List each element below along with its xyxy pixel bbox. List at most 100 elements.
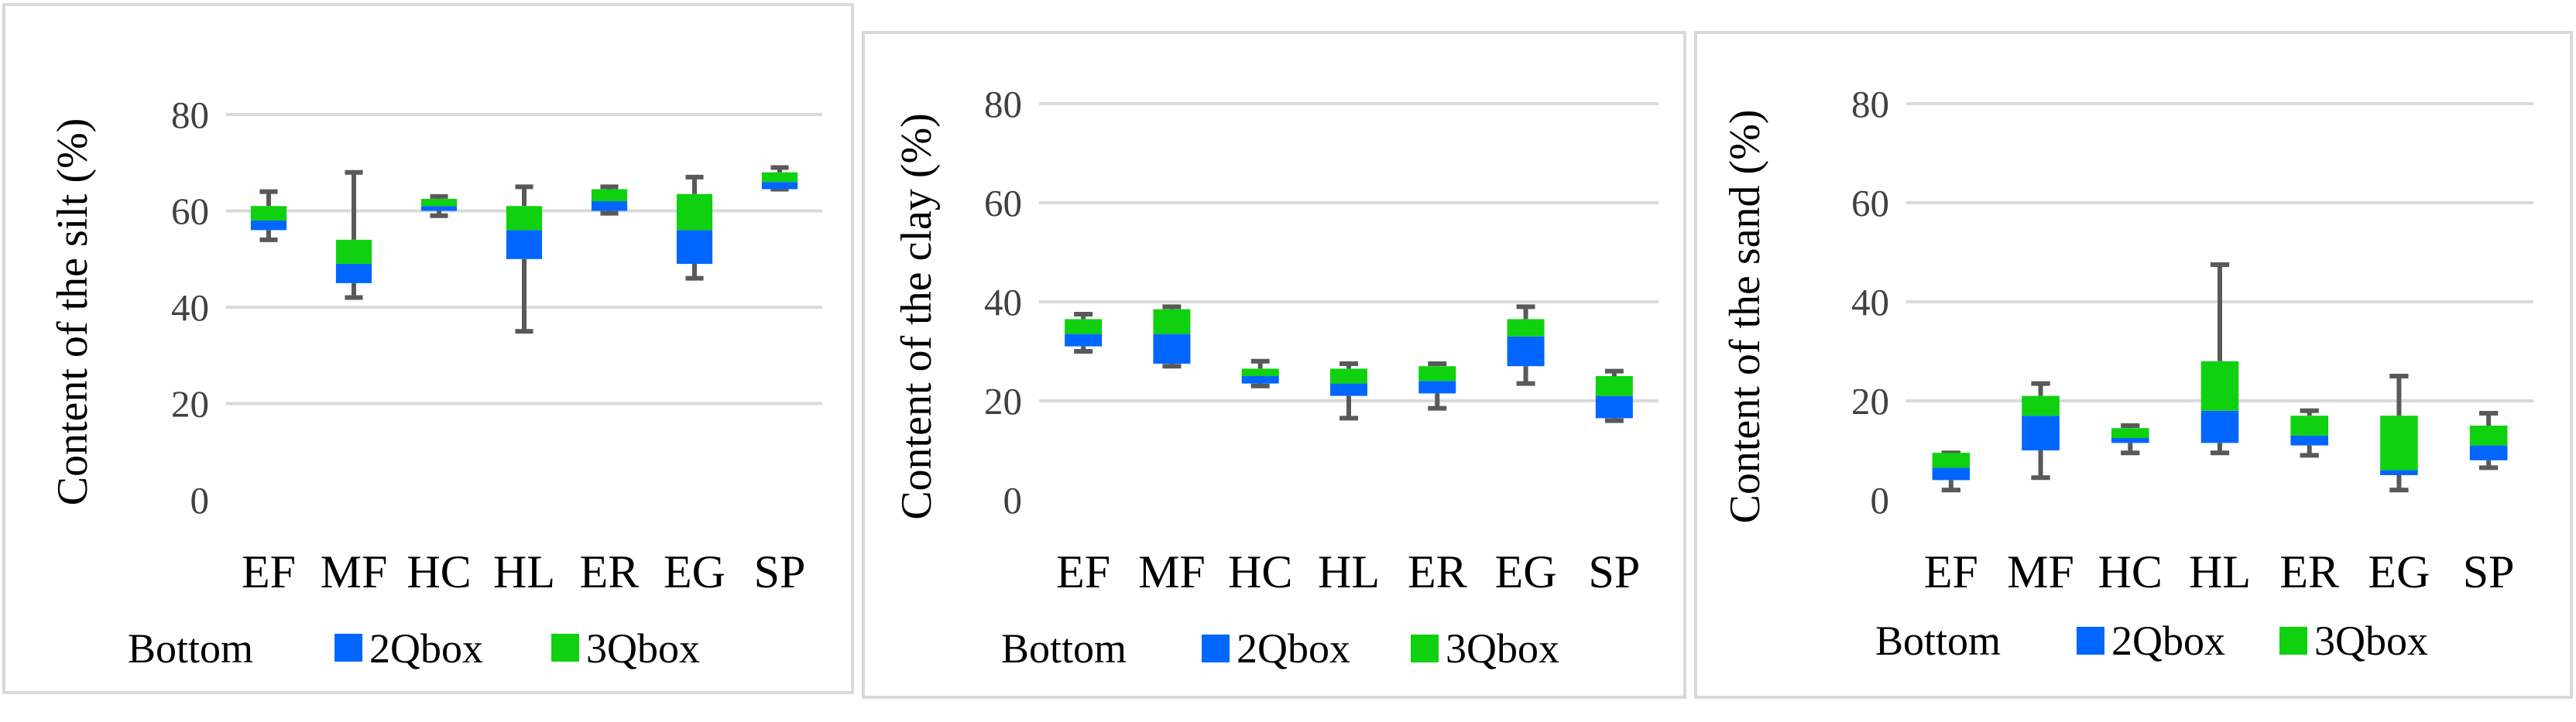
box-2qbox — [1932, 467, 1971, 481]
y-axis-label-sand: Content of the sand (%) — [1721, 110, 1769, 524]
x-category-label: ER — [2279, 546, 2339, 597]
box-3qbox — [2111, 428, 2149, 438]
box-3qbox — [1241, 368, 1279, 376]
x-category-label: HL — [493, 546, 555, 597]
legend-label-3qbox: 3Qbox — [2314, 618, 2428, 664]
box-2qbox — [1595, 395, 1633, 419]
box-2qbox — [1153, 334, 1191, 364]
chart-panel-silt: 0 20 40 60 80 EF MF HC HL ER EG SP Content of the … — [2, 3, 854, 694]
box-2qbox — [1065, 334, 1103, 347]
y-tick-label: 80 — [1851, 83, 1889, 125]
x-category-label: EG — [664, 546, 725, 597]
x-category-label: EG — [1495, 546, 1557, 597]
box-3qbox — [1507, 319, 1545, 337]
box-3qbox — [2290, 416, 2329, 436]
legend-swatch-2qbox — [334, 634, 362, 662]
y-tick-label: 20 — [171, 383, 209, 426]
box-3qbox — [761, 172, 798, 183]
box-3qbox — [2200, 361, 2239, 411]
box-3qbox — [1418, 366, 1456, 382]
box-3qbox — [1595, 376, 1633, 396]
legend-label-bottom: Bottom — [1001, 625, 1127, 672]
legend-swatch-3qbox — [2279, 627, 2307, 655]
legend-label-3qbox: 3Qbox — [1446, 625, 1559, 672]
box-2qbox — [250, 220, 287, 231]
legend-label-2qbox: 2Qbox — [2111, 618, 2225, 664]
legend-label-bottom: Bottom — [128, 625, 253, 672]
legend-swatch-2qbox — [1202, 635, 1230, 662]
chart-svg-sand: 0 20 40 60 80 EF MF HC HL ER EG SP Content of the … — [1721, 83, 2533, 664]
box-2qbox — [2380, 470, 2418, 475]
y-tick-label: 40 — [171, 286, 209, 329]
legend-label-2qbox: 2Qbox — [1237, 625, 1350, 672]
box-2qbox — [761, 182, 798, 190]
x-category-label: MF — [2007, 546, 2074, 597]
y-tick-label: 40 — [984, 281, 1022, 323]
y-tick-label: 0 — [1871, 479, 1890, 522]
box-2qbox — [1418, 381, 1456, 394]
x-category-label: HC — [1228, 546, 1292, 597]
box-3qbox — [2022, 395, 2060, 416]
y-tick-label: 60 — [171, 190, 209, 233]
box-3qbox — [1330, 368, 1367, 384]
y-tick-label: 20 — [1851, 380, 1889, 423]
box-2qbox — [2022, 416, 2060, 450]
box-3qbox — [1065, 319, 1103, 334]
chart-panel-sand: 0 20 40 60 80 EF MF HC HL ER EG SP Content of the … — [1694, 31, 2573, 699]
x-category-label: HC — [2098, 546, 2163, 597]
y-axis-label-clay: Content of the clay (%) — [893, 113, 941, 520]
x-category-label: HC — [406, 546, 471, 597]
x-category-label: HL — [1318, 546, 1380, 597]
y-tick-label: 40 — [1851, 281, 1889, 323]
legend-swatch-2qbox — [2077, 627, 2104, 655]
legend-label-2qbox: 2Qbox — [369, 625, 483, 672]
box-3qbox — [506, 206, 543, 231]
chart-svg-silt: 0 20 40 60 80 EF MF HC HL ER EG SP Content of the … — [49, 94, 822, 672]
box-2qbox — [1507, 336, 1545, 367]
x-category-label: SP — [1588, 546, 1640, 597]
y-tick-label: 60 — [984, 182, 1022, 224]
chart-panel-clay: 0 20 40 60 80 EF MF HC HL ER EG SP Content of the … — [862, 31, 1686, 699]
legend-label-bottom: Bottom — [1875, 618, 2001, 664]
y-tick-label: 80 — [984, 83, 1022, 125]
box-2qbox — [2200, 410, 2239, 443]
x-category-label: SP — [754, 546, 806, 597]
box-2qbox — [420, 206, 458, 211]
box-2qbox — [2290, 435, 2329, 446]
box-2qbox — [591, 201, 628, 211]
box-2qbox — [506, 230, 543, 259]
box-2qbox — [676, 230, 713, 264]
x-category-label: ER — [580, 546, 640, 597]
box-3qbox — [420, 198, 458, 207]
box-3qbox — [1932, 453, 1971, 468]
box-3qbox — [1153, 309, 1191, 334]
x-category-label: EF — [1056, 546, 1110, 597]
y-tick-label: 60 — [1851, 182, 1889, 224]
box-3qbox — [591, 189, 628, 202]
y-tick-label: 0 — [1003, 479, 1023, 522]
x-category-label: EG — [2368, 546, 2430, 597]
x-category-label: MF — [321, 546, 388, 597]
y-tick-label: 0 — [190, 479, 210, 522]
y-tick-label: 20 — [984, 380, 1022, 423]
x-category-label: EF — [242, 546, 296, 597]
box-2qbox — [2469, 445, 2508, 460]
x-category-label: SP — [2463, 546, 2515, 597]
box-2qbox — [335, 263, 372, 283]
x-category-label: ER — [1408, 546, 1467, 597]
legend-label-3qbox: 3Qbox — [586, 625, 700, 672]
y-axis-label-silt: Content of the silt (%) — [49, 118, 97, 506]
x-category-label: EF — [1924, 546, 1978, 597]
x-category-label: HL — [2189, 546, 2251, 597]
box-3qbox — [2469, 426, 2508, 446]
box-3qbox — [335, 239, 372, 264]
box-2qbox — [1330, 383, 1367, 396]
legend-swatch-3qbox — [551, 634, 579, 662]
box-3qbox — [250, 206, 287, 221]
box-2qbox — [2111, 438, 2149, 443]
box-3qbox — [2380, 416, 2418, 470]
y-tick-label: 80 — [171, 94, 209, 136]
chart-svg-clay: 0 20 40 60 80 EF MF HC HL ER EG SP Content of the … — [893, 83, 1658, 672]
legend-swatch-3qbox — [1411, 635, 1439, 662]
box-3qbox — [676, 193, 713, 231]
